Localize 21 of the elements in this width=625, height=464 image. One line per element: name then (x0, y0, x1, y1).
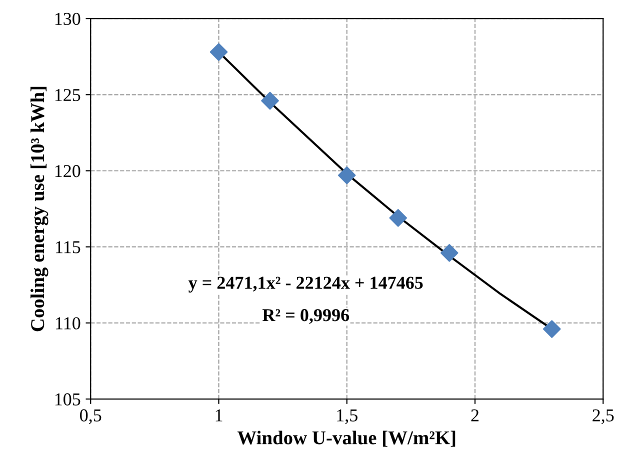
y-tick-label: 105 (55, 393, 80, 406)
point (210, 43, 228, 61)
x-tick-label: 1,5 (337, 409, 358, 424)
y-tick-label: 125 (55, 88, 80, 102)
x-tick-label: 1 (216, 409, 222, 422)
x-tick-label: 0,5 (80, 409, 102, 424)
point (542, 320, 561, 338)
point (389, 209, 408, 227)
y-tick-label: 120 (55, 165, 80, 178)
y-tick-label: 110 (56, 317, 80, 330)
point (261, 92, 279, 110)
x-axis-title: Window U-value [W/m²K] (237, 430, 456, 447)
y-axis-title: Cooling energy use [10³ kWh] (30, 86, 48, 332)
point (440, 244, 458, 262)
x-tick-label: 2,5 (592, 409, 614, 424)
point (338, 166, 356, 184)
y-tick-label: 115 (56, 241, 80, 254)
y-tick-label: 130 (55, 12, 80, 25)
annotation: y = 2471,1x² - 22124x + 147465 (188, 276, 423, 293)
annotation: R² = 0,9996 (262, 309, 350, 324)
x-tick-label: 2 (471, 409, 479, 422)
